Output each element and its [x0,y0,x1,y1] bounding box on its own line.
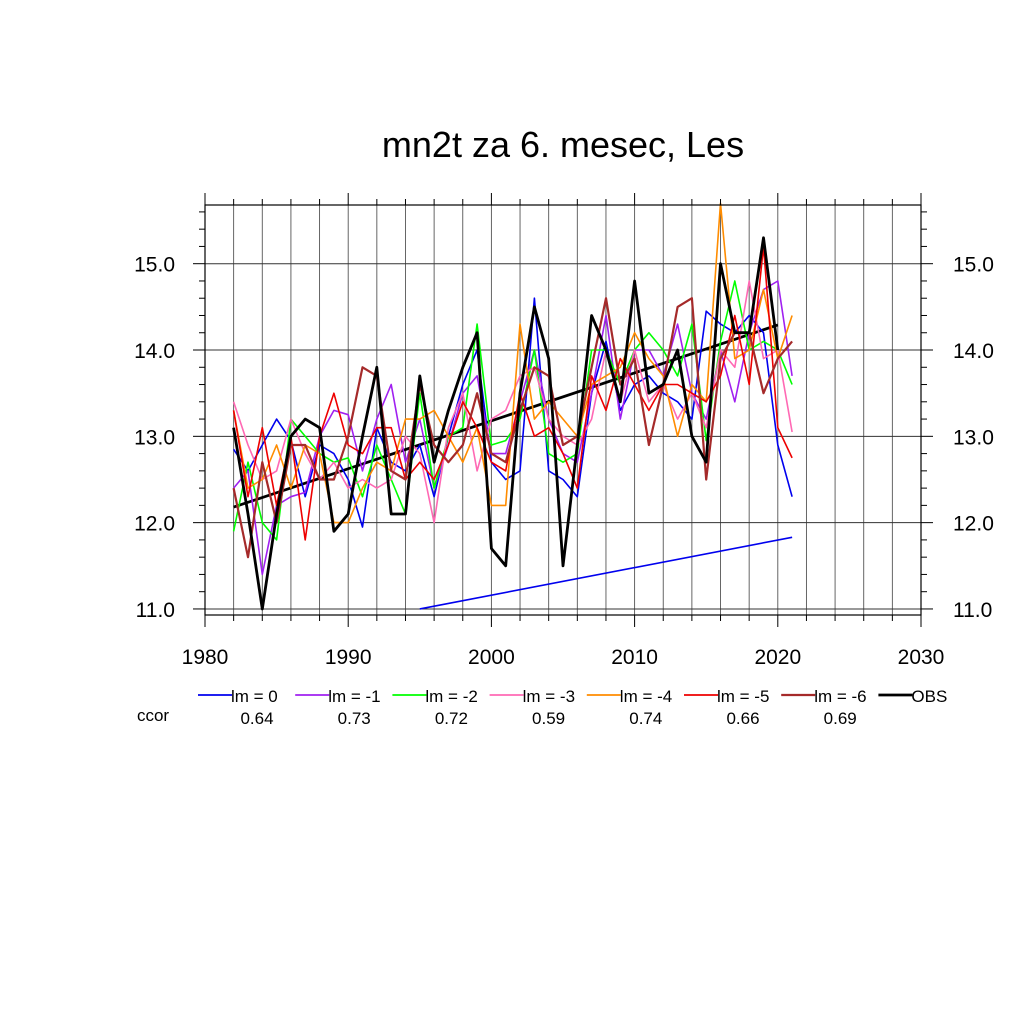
y-tick-label-right: 15.0 [953,254,994,277]
y-tick-label-left: 15.0 [134,254,175,277]
tick-labels: 11.0 11.0 12.0 12.0 13.0 13.0 14.0 14.0 15.0 15.0… [134,254,994,669]
legend-ccor-value: 0.59 [532,709,565,728]
x-tick-label: 1990 [325,646,372,669]
y-tick-label-left: 13.0 [134,426,175,449]
axis-ticks [193,193,933,627]
legend: lm = 0 0.64 lm = -1 0.73 lm = -2 0.72 lm = -3 0… [198,687,947,728]
legend-entry: lm = -4 0.74 [586,687,672,728]
trend-line [419,536,793,610]
legend-label: lm = -5 [717,687,769,706]
legend-ccor-value: 0.72 [435,709,468,728]
y-tick-label-left: 11.0 [136,599,175,622]
series-lines [232,202,793,611]
legend-entry: lm = -1 0.73 [295,687,381,728]
x-tick-label: 2030 [898,646,945,669]
legend-label: lm = -3 [523,687,575,706]
legend-label: lm = 0 [231,687,278,706]
series-line [232,236,780,611]
y-tick-label-right: 12.0 [953,513,994,536]
x-tick-label: 2000 [468,646,515,669]
legend-entry: lm = -5 0.66 [684,687,769,728]
legend-ccor-value: 0.66 [726,709,759,728]
y-tick-label-right: 11.0 [953,599,992,622]
legend-label: lm = -6 [814,687,866,706]
legend-ccor-value: 0.73 [338,709,371,728]
legend-label: lm = -1 [328,687,380,706]
y-tick-label-left: 14.0 [134,340,175,363]
legend-label: lm = -4 [620,687,672,706]
legend-label: lm = -2 [425,687,477,706]
x-tick-label: 2010 [611,646,658,669]
ccor-label: ccor [137,706,169,725]
y-tick-label-right: 13.0 [953,426,994,449]
legend-ccor-value: 0.74 [629,709,662,728]
chart-title: mn2t za 6. mesec, Les [382,124,744,165]
y-tick-label-right: 14.0 [953,340,994,363]
x-tick-label: 1980 [182,646,229,669]
y-tick-label-left: 12.0 [134,513,175,536]
legend-entry: lm = -3 0.59 [489,687,575,728]
plot-frame [204,204,922,616]
legend-ccor-value: 0.69 [824,709,857,728]
legend-entry: lm = -2 0.72 [392,687,478,728]
legend-entry: lm = 0 0.64 [198,687,278,728]
legend-ccor-value: 0.64 [240,709,273,728]
x-tick-label: 2020 [754,646,801,669]
legend-entry: lm = -6 0.69 [781,687,867,728]
legend-entry: OBS [878,687,947,706]
legend-label: OBS [911,687,947,706]
